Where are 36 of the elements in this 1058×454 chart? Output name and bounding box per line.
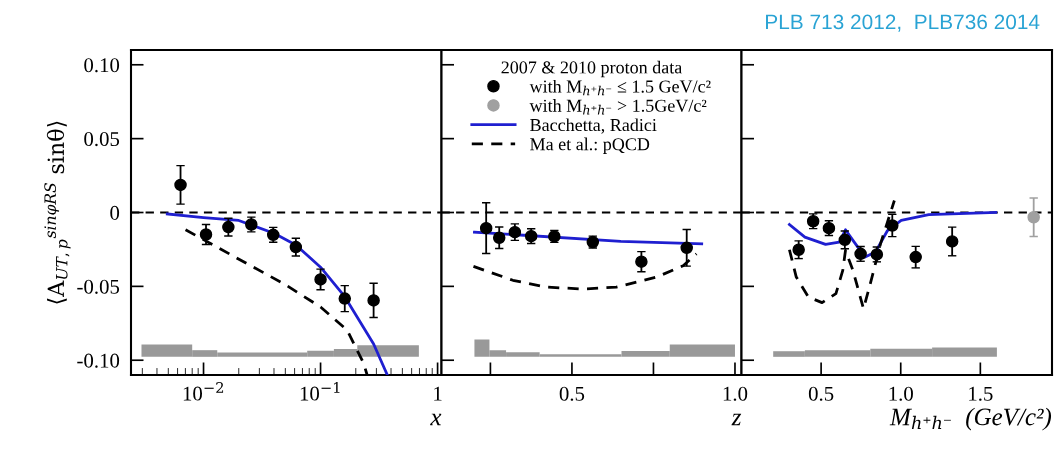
x-tick-label: 0.5 — [808, 386, 834, 401]
x-tick-label: 10$^{−1}$ — [300, 382, 340, 401]
y-tick-label: 0.05 — [84, 132, 120, 147]
point — [680, 241, 693, 255]
x-tick-label: 1.0 — [889, 386, 913, 401]
y-tick-label: -0.05 — [77, 279, 120, 294]
text: with M$_{h⁺h⁻}$ > 1.5GeV/c² — [529, 99, 707, 115]
point — [492, 231, 506, 245]
x-axis-title: M$_{h⁺h⁻}$ (GeV/c²) — [889, 407, 1052, 431]
y-tick-label: -0.10 — [77, 353, 120, 368]
point — [199, 228, 213, 241]
x-axis-title: z — [731, 413, 742, 426]
point — [945, 235, 959, 248]
y-tick-label: 0 — [110, 205, 120, 220]
point — [174, 178, 187, 192]
point — [314, 273, 327, 286]
point — [909, 250, 922, 264]
x-tick-label: 1.5 — [969, 386, 993, 401]
point — [886, 219, 899, 232]
legend-title: 2007 & 2010 proton data — [501, 60, 683, 78]
y-tick-label: 0.10 — [84, 58, 120, 73]
text: PLB 713 2012, PLB736 2014 — [766, 14, 1040, 32]
x-tick-label: 1 — [434, 386, 442, 401]
x-tick-label: 1.0 — [723, 386, 748, 401]
legend-label: Ma et al.: pQCD — [530, 137, 650, 154]
point — [792, 243, 805, 256]
point — [479, 221, 493, 235]
y-axis-title: ⟨A$_{UT,p}$$^{sinφRS}$ sinθ⟩ — [44, 121, 71, 304]
x-tick-label: 10$^{−2}$ — [183, 382, 224, 401]
x-tick-label: 0.5 — [559, 386, 585, 401]
point — [338, 292, 352, 305]
x-axis-title: x — [430, 413, 442, 426]
legend-label: Bacchetta, Radici — [530, 118, 657, 134]
point — [635, 255, 648, 268]
legend-label: with M$_{h⁺h⁻}$ ≤ 1.5 GeV/c² — [529, 79, 711, 96]
point — [1027, 210, 1040, 224]
